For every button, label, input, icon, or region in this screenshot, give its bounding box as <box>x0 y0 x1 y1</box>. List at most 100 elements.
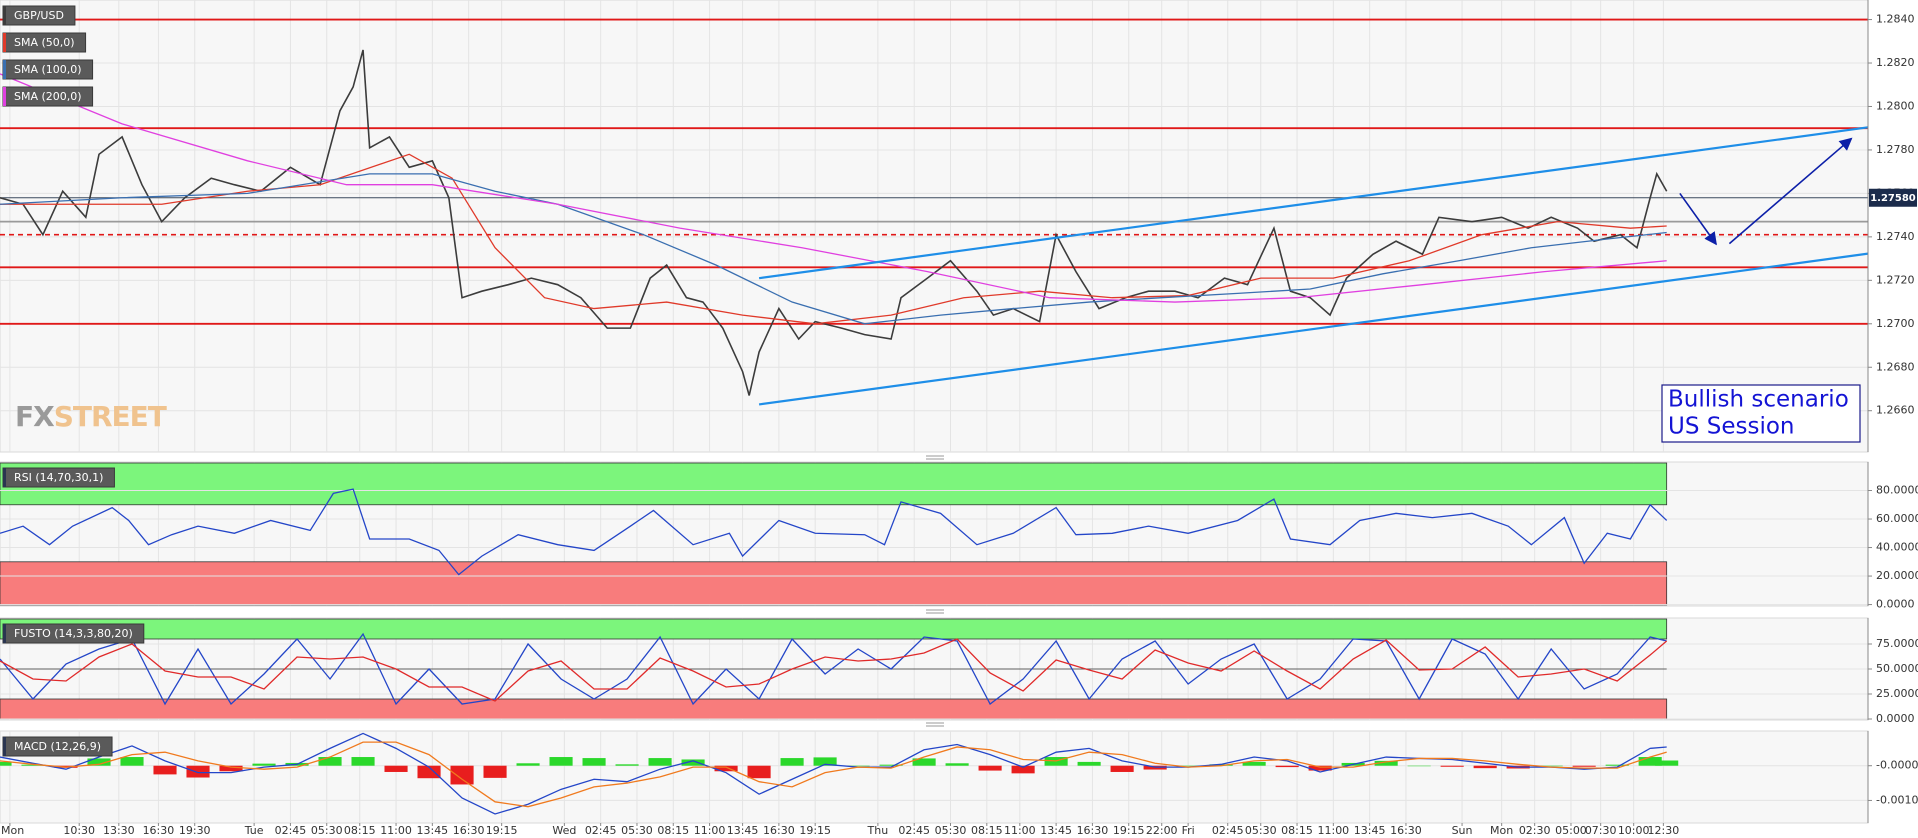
y-tick-label: -0.0010 <box>1876 793 1918 806</box>
watermark-part: STREET <box>54 400 167 433</box>
histogram-bar <box>1011 765 1035 774</box>
y-tick-label: 1.2800 <box>1876 99 1915 112</box>
x-tick-label: 19:15 <box>486 824 518 837</box>
x-tick-label: 13:45 <box>1040 824 1072 837</box>
histogram-bar <box>945 763 969 766</box>
y-tick-label: 0.0000 <box>1876 598 1915 611</box>
x-tick-label: 08:15 <box>1281 824 1313 837</box>
histogram-bar <box>912 758 936 766</box>
indicator-label: SMA (50,0) <box>2 32 87 53</box>
histogram-bar <box>483 765 507 778</box>
series-line <box>0 488 1668 576</box>
label-stripe <box>3 33 6 52</box>
last-price-box <box>1869 188 1917 207</box>
histogram-bar <box>0 761 12 766</box>
histogram-bar <box>450 765 474 785</box>
series-line <box>0 638 1668 702</box>
x-tick-label: 10:00 <box>1618 824 1650 837</box>
y-tick-label: 1.2660 <box>1876 404 1915 417</box>
label-stripe <box>3 87 6 106</box>
y-tick-label: 1.2700 <box>1876 317 1915 330</box>
x-tick-label: 02:45 <box>898 824 930 837</box>
x-tick-label: 19:15 <box>1113 824 1145 837</box>
x-tick-label: 13:45 <box>416 824 448 837</box>
label-text: RSI (14,70,30,1) <box>14 471 103 484</box>
x-tick-label: 07:30 <box>1585 824 1617 837</box>
panel: 0.0000 25.0000 50.0000 75.0000 FUSTO (14,3,3… <box>0 617 1918 725</box>
histogram-bar <box>1242 761 1266 766</box>
y-tick-label: 1.2840 <box>1876 13 1915 26</box>
x-tick-label: 19:15 <box>799 824 831 837</box>
label-stripe <box>3 624 6 643</box>
histogram-bar <box>384 765 408 772</box>
y-tick-label: 1.2680 <box>1876 360 1915 373</box>
y-tick-label: 1.2720 <box>1876 273 1915 286</box>
panel: -0.0010 -0.0000 MACD (12,26,9) Mon 10:30 13:3… <box>0 730 1918 837</box>
y-tick-label: 80.0000 <box>1876 484 1918 497</box>
x-tick-label: 08:15 <box>971 824 1003 837</box>
y-tick-label: 1.2740 <box>1876 230 1915 243</box>
trendline <box>758 252 1869 406</box>
y-tick-label: 20.0000 <box>1876 569 1918 582</box>
y-tick-label: 25.0000 <box>1876 687 1918 700</box>
last-price-label: 1.27580 <box>1870 193 1916 204</box>
x-tick-label: Thu <box>867 824 889 837</box>
histogram-bar <box>1638 757 1662 766</box>
panel-background <box>0 0 1869 453</box>
histogram-bar <box>351 757 375 766</box>
x-tick-label: 13:45 <box>727 824 759 837</box>
series-line <box>0 632 1667 706</box>
y-tick-label: -0.0000 <box>1876 759 1918 772</box>
x-tick-label: 02:45 <box>585 824 617 837</box>
histogram-bar <box>120 757 144 766</box>
histogram-bar <box>1209 764 1233 766</box>
watermark-part: FX <box>15 400 55 433</box>
lower-zone <box>0 698 1668 720</box>
x-tick-label: 13:30 <box>103 824 135 837</box>
annotation-text: US Session <box>1668 414 1795 440</box>
x-tick-label: 05:00 <box>1555 824 1587 837</box>
histogram-bar <box>516 763 540 766</box>
label-stripe <box>3 468 6 487</box>
x-tick-label: Tue <box>244 824 264 837</box>
histogram-bar <box>1275 765 1299 768</box>
x-tick-label: 05:30 <box>1245 824 1277 837</box>
histogram-bar <box>417 765 441 779</box>
histogram-bar <box>615 764 639 766</box>
histogram-bar <box>1407 765 1431 767</box>
x-tick-label: 05:30 <box>935 824 967 837</box>
histogram-bar <box>153 765 177 775</box>
y-tick-label: 75.0000 <box>1876 637 1918 650</box>
histogram-bar <box>1605 764 1629 766</box>
series-line <box>0 741 1667 808</box>
histogram-bar <box>780 758 804 766</box>
scenario-arrow <box>1728 137 1853 245</box>
x-tick-label: 02:45 <box>275 824 307 837</box>
histogram-bar <box>1572 765 1596 767</box>
histogram-bar <box>318 757 342 766</box>
y-tick-label: 40.0000 <box>1876 541 1918 554</box>
y-tick-label: 0.0000 <box>1876 712 1915 725</box>
histogram-bar <box>252 763 276 766</box>
histogram-bar <box>1176 765 1200 767</box>
x-tick-label: 05:30 <box>621 824 653 837</box>
x-tick-label: 11:00 <box>1004 824 1036 837</box>
x-tick-label: 11:00 <box>1317 824 1349 837</box>
y-tick-label: 60.0000 <box>1876 512 1918 525</box>
panel: 1.26601.26801.27001.27201.27401.27601.27… <box>0 0 1917 453</box>
watermark: FXSTREET <box>15 400 167 433</box>
histogram-bar <box>186 765 210 778</box>
x-tick-label: 02:30 <box>1519 824 1551 837</box>
annotation-text: Bullish scenario <box>1668 387 1849 413</box>
histogram-bar <box>978 765 1002 771</box>
histogram-bar <box>648 758 672 766</box>
x-tick-label: 16:30 <box>763 824 795 837</box>
indicator-label: SMA (100,0) <box>2 59 94 80</box>
y-tick-label: 1.2820 <box>1876 56 1915 69</box>
x-tick-label: 16:30 <box>143 824 175 837</box>
x-tick-label: 02:45 <box>1212 824 1244 837</box>
series-line <box>0 732 1667 815</box>
histogram-bar <box>1110 765 1134 772</box>
histogram-bar <box>1655 760 1679 766</box>
